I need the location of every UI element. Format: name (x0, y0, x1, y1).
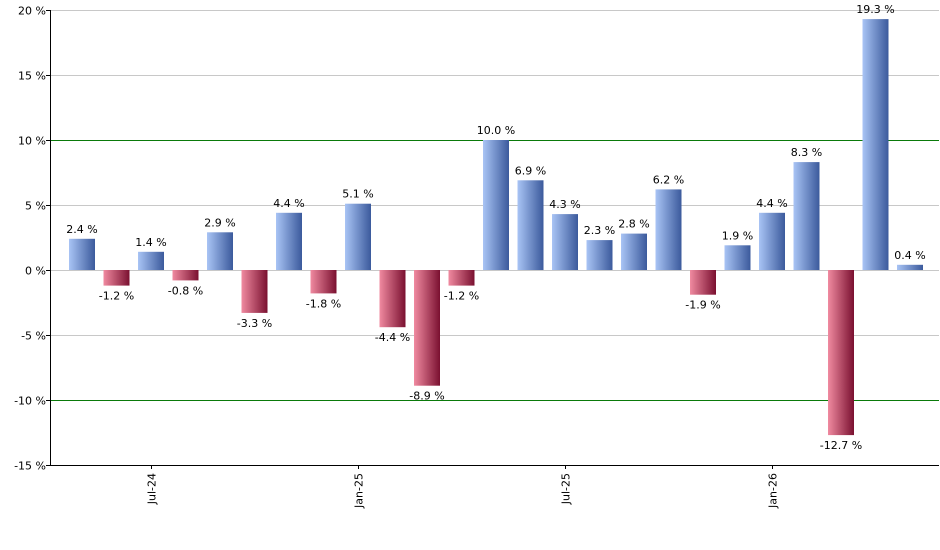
bar (621, 233, 647, 270)
bar-value-label: -3.3 % (237, 317, 272, 330)
bar (448, 270, 475, 286)
bar (207, 232, 233, 270)
bar-value-label: -1.8 % (306, 297, 341, 310)
y-tick-label: -15 % (14, 460, 46, 473)
bar (862, 19, 889, 270)
bar (655, 189, 682, 270)
y-tick-label: 5 % (25, 200, 46, 213)
bar (310, 270, 337, 294)
bar (414, 270, 440, 386)
bar-value-label: 1.9 % (722, 229, 753, 242)
bar (69, 238, 95, 270)
bar (241, 270, 268, 313)
bar-value-label: -1.9 % (685, 299, 720, 312)
y-tick-label: -5 % (21, 330, 46, 343)
y-axis-ticks: 20 % 15 % 10 % 5 % 0 % -5 % -10 % -15 % (14, 5, 50, 473)
bar (897, 264, 923, 270)
bar (517, 180, 544, 270)
axes (50, 10, 939, 466)
bar-value-label: 4.4 % (273, 197, 304, 210)
bar-value-label: 8.3 % (791, 146, 822, 159)
bar-value-label: 2.3 % (584, 224, 615, 237)
x-tick-label: Jan-26 (767, 473, 780, 509)
y-tick-label: 0 % (25, 265, 46, 278)
bar-value-label: -1.2 % (99, 290, 134, 303)
bar-value-label: 2.4 % (66, 223, 97, 236)
bar (138, 251, 164, 270)
bar-value-label: 19.3 % (856, 3, 894, 16)
bar (586, 240, 613, 270)
y-tick-label: -10 % (14, 395, 46, 408)
bar (552, 214, 578, 270)
bar (828, 270, 854, 436)
y-tick-label: 15 % (18, 70, 46, 83)
bar-value-label: 6.9 % (515, 164, 546, 177)
bar (690, 270, 716, 295)
bar-value-labels: 2.4 % -1.2 % 1.4 % -0.8 % 2.9 % -3.3 % 4.4 % -1… (66, 3, 925, 452)
bar (793, 162, 820, 270)
bar (276, 212, 302, 270)
bar-value-label: 0.4 % (894, 249, 925, 262)
bar-value-label: 4.4 % (756, 197, 787, 210)
bar-value-label: 5.1 % (342, 188, 373, 201)
bar (724, 245, 751, 270)
x-tick-label: Jul-24 (146, 473, 159, 505)
bar (345, 203, 371, 270)
bar-value-label: -8.9 % (409, 390, 444, 403)
bar-value-label: 1.4 % (135, 236, 166, 249)
y-tick-label: 20 % (18, 5, 46, 18)
bar (103, 270, 130, 286)
bar-value-label: 6.2 % (653, 173, 684, 186)
bar-value-label: -4.4 % (375, 331, 410, 344)
bar-value-label: -1.2 % (444, 290, 479, 303)
x-axis-ticks: Jul-24 Jan-25 Jul-25 Jan-26 (146, 465, 780, 509)
bar (172, 270, 199, 281)
bar-value-label: 4.3 % (549, 198, 580, 211)
bar-value-label: 10.0 % (477, 124, 515, 137)
bar (379, 270, 406, 328)
bar-value-label: 2.9 % (204, 216, 235, 229)
bar-value-label: -12.7 % (820, 439, 862, 452)
bar (483, 140, 509, 270)
bar-value-label: 2.8 % (618, 218, 649, 231)
y-tick-label: 10 % (18, 135, 46, 148)
bars (69, 19, 923, 436)
bar-value-label: -0.8 % (168, 284, 203, 297)
x-tick-label: Jul-25 (560, 473, 573, 505)
x-tick-label: Jan-25 (353, 473, 366, 509)
bar (759, 212, 785, 270)
